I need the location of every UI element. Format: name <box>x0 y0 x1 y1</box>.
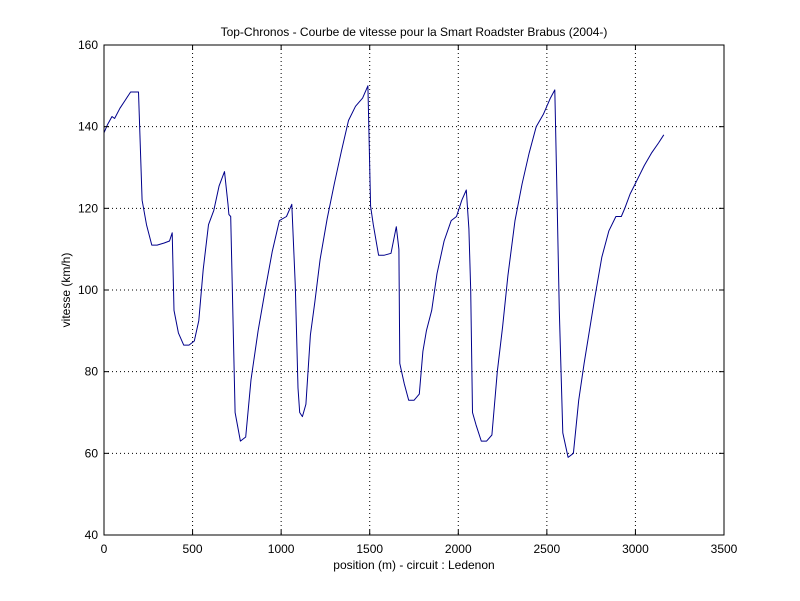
x-tick-label: 500 <box>183 542 203 556</box>
x-tick-label: 0 <box>101 542 108 556</box>
y-tick-label: 140 <box>78 120 98 134</box>
series-group <box>103 85 665 458</box>
y-tick-label: 60 <box>85 446 99 460</box>
y-tick-label: 120 <box>78 201 98 215</box>
speed-line <box>103 85 665 458</box>
x-tick-label: 2000 <box>445 542 472 556</box>
y-tick-label: 160 <box>78 38 98 52</box>
x-tick-label: 1000 <box>268 542 295 556</box>
x-tick-label: 1500 <box>356 542 383 556</box>
y-tick-label: 100 <box>78 283 98 297</box>
x-axis-label: position (m) - circuit : Ledenon <box>333 558 494 572</box>
y-axis-label: vitesse (km/h) <box>59 253 73 328</box>
x-tick-label: 3000 <box>622 542 649 556</box>
y-tick-label: 40 <box>85 528 99 542</box>
y-tick-label: 80 <box>85 365 99 379</box>
chart-title: Top-Chronos - Courbe de vitesse pour la … <box>221 25 608 39</box>
x-tick-label: 3500 <box>711 542 738 556</box>
ticks: 0 500 1000 1500 2000 2500 3000 3500 40 60 80 100 120… <box>78 38 738 556</box>
grid <box>104 45 724 535</box>
x-tick-label: 2500 <box>534 542 561 556</box>
